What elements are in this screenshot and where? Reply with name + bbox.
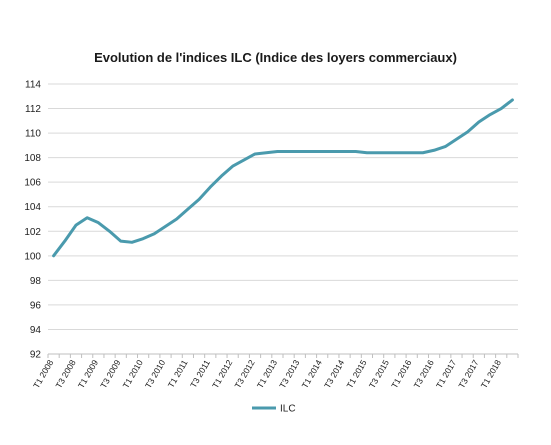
x-tick-label: T1 2011: [166, 358, 190, 390]
legend-label: ILC: [280, 404, 296, 415]
y-tick-label: 98: [30, 276, 42, 287]
x-tick-label: T1 2013: [255, 358, 279, 390]
y-tick-label: 96: [30, 300, 42, 311]
x-tick-label: T1 2008: [31, 358, 55, 390]
legend: ILC: [252, 404, 296, 415]
y-tick-label: 112: [25, 104, 41, 115]
x-tick-label: T3 2015: [367, 358, 391, 390]
x-tick-label: T1 2016: [389, 358, 413, 390]
x-tick-label: T3 2017: [456, 358, 480, 390]
x-tick-label: T1 2009: [76, 358, 100, 390]
x-tick-label: T3 2012: [232, 358, 256, 390]
x-tick-label: T1 2012: [210, 358, 234, 390]
x-tick-label: T3 2008: [53, 358, 77, 390]
x-tick-label: T3 2010: [143, 358, 167, 390]
x-tick-label: T1 2015: [344, 358, 368, 390]
y-tick-label: 100: [24, 251, 41, 262]
series-line-ilc: [52, 98, 514, 258]
chart-title: Evolution de l'indices ILC (Indice des l…: [94, 50, 457, 65]
y-tick-label: 106: [24, 178, 41, 189]
x-tick-label: T1 2017: [434, 358, 458, 390]
y-tick-label: 102: [24, 227, 41, 238]
y-tick-label: 108: [24, 153, 41, 164]
x-tick-label: T3 2013: [277, 358, 301, 390]
x-tick-label: T1 2010: [121, 358, 145, 390]
y-tick-label: 114: [25, 80, 41, 91]
x-tick-label: T3 2014: [322, 358, 346, 390]
x-tick-label: T3 2011: [188, 358, 212, 390]
y-tick-label: 94: [30, 325, 42, 336]
x-tick-label: T1 2018: [479, 358, 503, 390]
x-tick-label: T3 2016: [412, 358, 436, 390]
y-tick-label: 110: [25, 129, 41, 140]
x-tick-label: T3 2009: [98, 358, 122, 390]
x-tick-label: T1 2014: [300, 358, 324, 390]
y-tick-label: 92: [30, 350, 42, 361]
y-tick-label: 104: [24, 202, 41, 213]
